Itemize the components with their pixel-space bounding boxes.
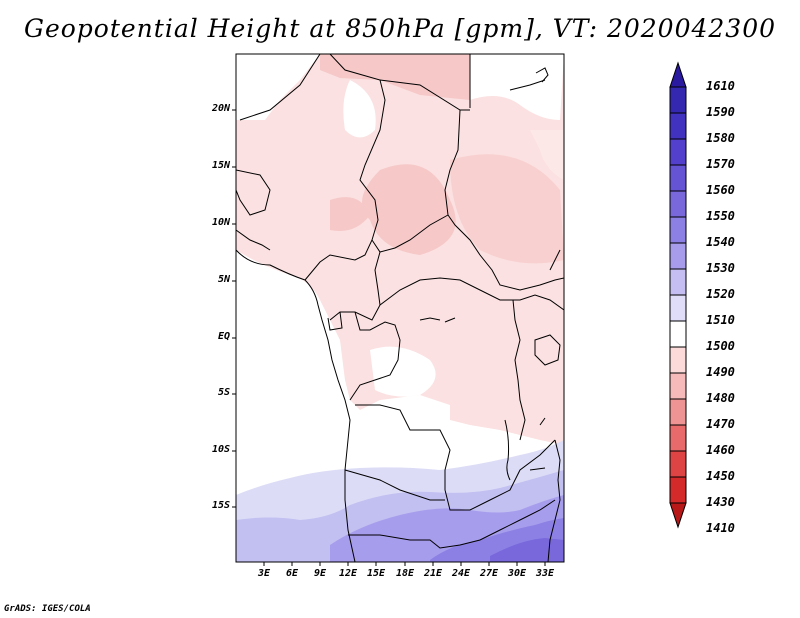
borders xyxy=(236,54,564,562)
lat-ticks xyxy=(232,109,236,508)
lon-label-15e: 15E xyxy=(366,568,386,579)
lat-label-20n: 20N xyxy=(211,103,230,114)
colorbar-level-label: 1500 xyxy=(706,339,735,353)
colorbar-swatch xyxy=(669,450,687,478)
colorbar-top-arrow xyxy=(669,61,687,88)
colorbar-level-label: 1490 xyxy=(706,365,735,379)
lat-label-5s: 5S xyxy=(217,387,230,398)
colorbar-swatch xyxy=(669,190,687,218)
colorbar-swatch xyxy=(669,164,687,192)
height-field xyxy=(236,54,564,562)
colorbar-swatch xyxy=(669,268,687,296)
colorbar-level-label: 1430 xyxy=(706,495,735,509)
colorbar-level-label: 1460 xyxy=(706,443,735,457)
colorbar-swatch xyxy=(669,476,687,504)
colorbar-level-label: 1550 xyxy=(706,209,735,223)
colorbar-bottom-arrow xyxy=(669,502,687,529)
colorbar-level-label: 1520 xyxy=(706,287,735,301)
colorbar-swatch xyxy=(669,320,687,348)
colorbar-level-label: 1450 xyxy=(706,469,735,483)
lon-ticks xyxy=(263,562,546,566)
map-title: Geopotential Height at 850hPa [gpm], VT:… xyxy=(23,14,777,43)
lat-label-10s: 10S xyxy=(211,444,230,455)
lon-label-24e: 24E xyxy=(451,568,471,579)
lon-label-9e: 9E xyxy=(313,568,327,579)
colorbar-swatch xyxy=(669,86,687,114)
colorbar-swatch xyxy=(669,346,687,374)
colorbar-swatch xyxy=(669,294,687,322)
lon-label-3e: 3E xyxy=(257,568,271,579)
colorbar-level-label: 1570 xyxy=(706,157,735,171)
colorbar-level-label: 1560 xyxy=(706,183,735,197)
colorbar-level-label: 1480 xyxy=(706,391,735,405)
colorbar-level-label: 1580 xyxy=(706,131,735,145)
lon-label-18e: 18E xyxy=(395,568,415,579)
lon-label-30e: 30E xyxy=(507,568,527,579)
lat-label-15s: 15S xyxy=(211,500,230,511)
lon-label-33e: 33E xyxy=(535,568,555,579)
lon-label-12e: 12E xyxy=(338,568,358,579)
colorbar xyxy=(669,61,687,529)
colorbar-swatch xyxy=(669,138,687,166)
colorbar-swatch xyxy=(669,216,687,244)
colorbar-swatch xyxy=(669,242,687,270)
lon-label-6e: 6E xyxy=(285,568,299,579)
colorbar-swatch xyxy=(669,372,687,400)
lat-label-eq: EQ xyxy=(217,331,230,342)
credit: GrADS: IGES/COLA xyxy=(4,604,91,614)
lon-label-27e: 27E xyxy=(479,568,499,579)
lon-label-21e: 21E xyxy=(423,568,443,579)
colorbar-swatch xyxy=(669,424,687,452)
colorbar-level-label: 1410 xyxy=(706,521,735,535)
map-frame xyxy=(235,53,565,563)
lat-label-10n: 10N xyxy=(211,217,230,228)
colorbar-level-label: 1470 xyxy=(706,417,735,431)
lat-label-15n: 15N xyxy=(211,160,230,171)
colorbar-swatch xyxy=(669,112,687,140)
colorbar-level-label: 1590 xyxy=(706,105,735,119)
colorbar-level-label: 1510 xyxy=(706,313,735,327)
colorbar-swatch xyxy=(669,398,687,426)
lat-label-5n: 5N xyxy=(217,274,230,285)
colorbar-level-label: 1610 xyxy=(706,79,735,93)
colorbar-level-label: 1530 xyxy=(706,261,735,275)
colorbar-level-label: 1540 xyxy=(706,235,735,249)
